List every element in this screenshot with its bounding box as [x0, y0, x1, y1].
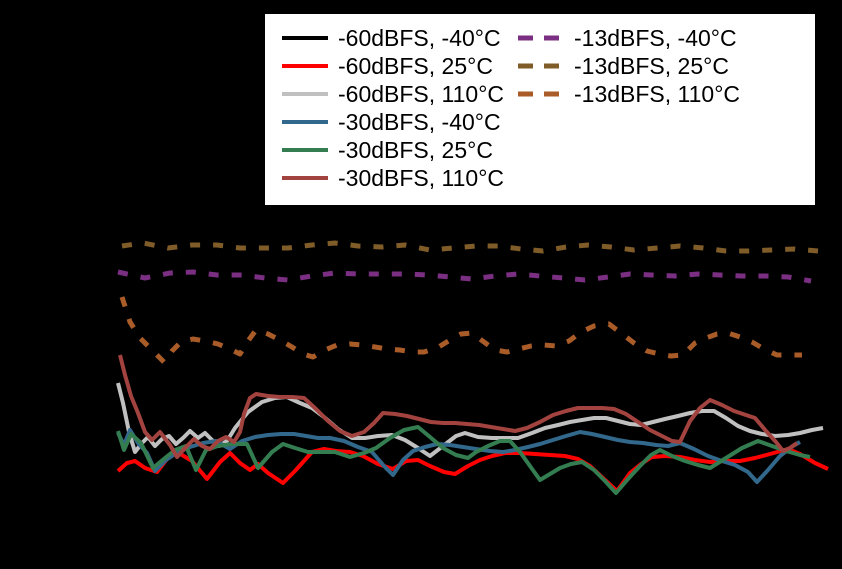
legend-solid-line-swatch	[282, 120, 328, 124]
legend-solid-line-swatch	[282, 64, 328, 68]
legend-dashed-line-swatch	[518, 63, 559, 69]
legend-solid-line-swatch	[282, 148, 328, 152]
series-line-n30_m40	[116, 428, 801, 484]
series-line-n13_p110	[119, 296, 802, 365]
legend-entry: -13dBFS, 25°C	[518, 52, 740, 80]
legend-solid-line-swatch	[282, 92, 328, 96]
legend-entry: -13dBFS, 110°C	[518, 80, 740, 108]
legend-entry-label: -60dBFS, 25°C	[338, 52, 493, 79]
legend-entry: -60dBFS, -40°C	[282, 24, 504, 52]
legend-entry: -30dBFS, 25°C	[282, 136, 504, 164]
series-line-n13_m40	[117, 269, 812, 284]
legend-entry-label: -30dBFS, 25°C	[338, 136, 493, 163]
legend-entry-label: -60dBFS, -40°C	[338, 24, 501, 51]
legend-solid-line-swatch	[282, 36, 328, 40]
legend-entry-label: -13dBFS, 25°C	[574, 52, 729, 79]
legend-entry-label: -30dBFS, -40°C	[338, 108, 501, 135]
legend: -60dBFS, -40°C -60dBFS, 25°C -60dBFS, 110°…	[262, 11, 818, 208]
legend-entry: -60dBFS, 110°C	[282, 80, 504, 108]
legend-solid-line-swatch	[282, 176, 328, 180]
legend-column-1: -60dBFS, -40°C -60dBFS, 25°C -60dBFS, 110°…	[282, 24, 504, 192]
legend-entry: -30dBFS, -40°C	[282, 108, 504, 136]
legend-entry: -13dBFS, -40°C	[518, 24, 740, 52]
legend-column-2: -13dBFS, -40°C -13dBFS, 25°C -13dBFS, 110°…	[518, 24, 740, 108]
legend-entry-label: -13dBFS, 110°C	[574, 80, 741, 107]
legend-entry-label: -13dBFS, -40°C	[574, 24, 737, 51]
legend-dashed-line-swatch	[518, 91, 559, 97]
legend-entry: -30dBFS, 110°C	[282, 164, 504, 192]
legend-entry-label: -60dBFS, 110°C	[338, 80, 505, 107]
legend-dashed-line-swatch	[518, 35, 559, 41]
series-line-n30_p110	[118, 354, 799, 459]
legend-entry: -60dBFS, 25°C	[282, 52, 504, 80]
series-line-n13_p25	[121, 240, 819, 254]
series-line-n60_p25	[116, 447, 829, 493]
legend-entry-label: -30dBFS, 110°C	[338, 164, 505, 191]
series-line-n60_p110	[116, 382, 824, 458]
